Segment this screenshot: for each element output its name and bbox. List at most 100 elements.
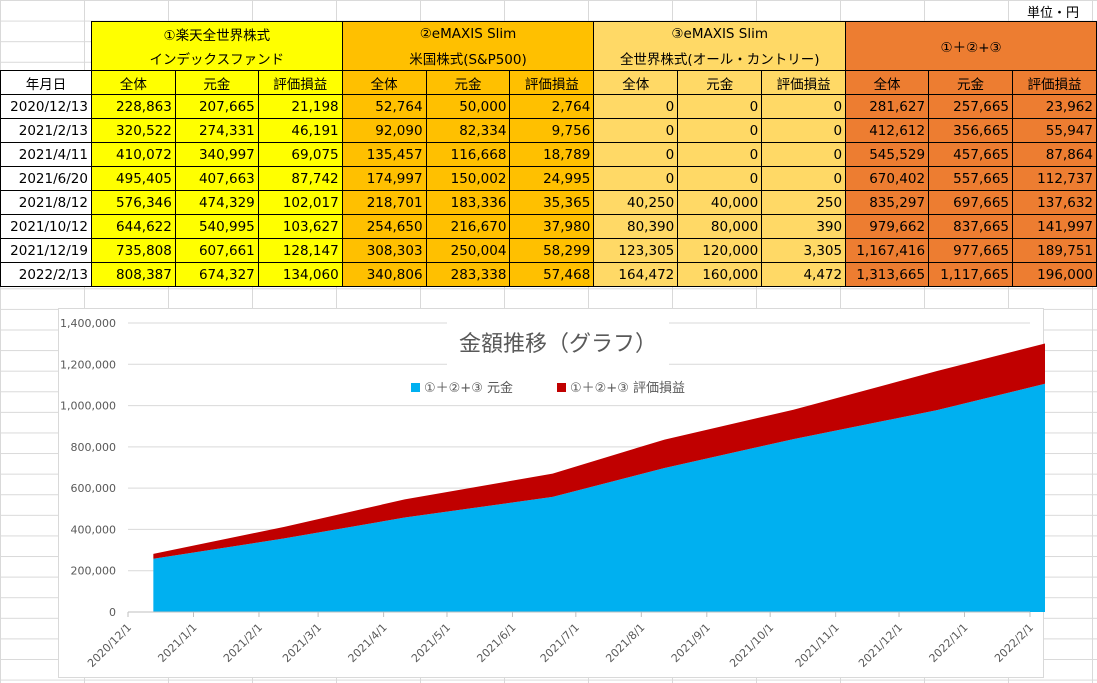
value-cell[interactable]: 40,000 xyxy=(677,190,763,215)
value-cell[interactable]: 21,198 xyxy=(257,94,343,119)
value-cell[interactable]: 87,742 xyxy=(257,166,343,191)
value-cell[interactable]: 218,701 xyxy=(341,190,427,215)
value-cell[interactable]: 254,650 xyxy=(341,214,427,239)
value-cell[interactable]: 102,017 xyxy=(257,190,343,215)
value-cell[interactable]: 557,665 xyxy=(928,166,1013,191)
value-cell[interactable]: 164,472 xyxy=(593,262,679,287)
value-cell[interactable]: 0 xyxy=(761,118,847,143)
value-cell[interactable]: 0 xyxy=(761,94,847,119)
value-cell[interactable]: 24,995 xyxy=(509,166,595,191)
value-cell[interactable]: 410,072 xyxy=(90,142,176,167)
value-cell[interactable]: 281,627 xyxy=(845,94,930,119)
value-cell[interactable]: 670,402 xyxy=(845,166,930,191)
value-cell[interactable]: 58,299 xyxy=(509,238,595,263)
value-cell[interactable]: 80,000 xyxy=(677,214,763,239)
value-cell[interactable]: 607,661 xyxy=(174,238,259,263)
value-cell[interactable]: 134,060 xyxy=(257,262,343,287)
value-cell[interactable]: 55,947 xyxy=(1012,118,1097,143)
value-cell[interactable]: 87,864 xyxy=(1012,142,1097,167)
value-cell[interactable]: 808,387 xyxy=(90,262,176,287)
value-cell[interactable]: 160,000 xyxy=(677,262,763,287)
value-cell[interactable]: 0 xyxy=(593,142,679,167)
value-cell[interactable]: 9,756 xyxy=(509,118,595,143)
value-cell[interactable]: 46,191 xyxy=(257,118,343,143)
value-cell[interactable]: 495,405 xyxy=(90,166,176,191)
value-cell[interactable]: 135,457 xyxy=(341,142,427,167)
value-cell[interactable]: 545,529 xyxy=(845,142,930,167)
value-cell[interactable]: 457,665 xyxy=(928,142,1013,167)
value-cell[interactable]: 540,995 xyxy=(174,214,259,239)
value-cell[interactable]: 141,997 xyxy=(1012,214,1097,239)
value-cell[interactable]: 150,002 xyxy=(425,166,511,191)
value-cell[interactable]: 3,305 xyxy=(761,238,847,263)
value-cell[interactable]: 837,665 xyxy=(928,214,1013,239)
value-cell[interactable]: 69,075 xyxy=(257,142,343,167)
date-cell[interactable]: 2020/12/13 xyxy=(0,94,92,119)
value-cell[interactable]: 835,297 xyxy=(845,190,930,215)
value-cell[interactable]: 196,000 xyxy=(1012,262,1097,287)
value-cell[interactable]: 216,670 xyxy=(425,214,511,239)
value-cell[interactable]: 92,090 xyxy=(341,118,427,143)
value-cell[interactable]: 356,665 xyxy=(928,118,1013,143)
value-cell[interactable]: 82,334 xyxy=(425,118,511,143)
value-cell[interactable]: 112,737 xyxy=(1012,166,1097,191)
date-cell[interactable]: 2021/8/12 xyxy=(0,190,92,215)
value-cell[interactable]: 183,336 xyxy=(425,190,511,215)
value-cell[interactable]: 979,662 xyxy=(845,214,930,239)
value-cell[interactable]: 0 xyxy=(593,118,679,143)
value-cell[interactable]: 0 xyxy=(677,94,763,119)
value-cell[interactable]: 80,390 xyxy=(593,214,679,239)
value-cell[interactable]: 735,808 xyxy=(90,238,176,263)
value-cell[interactable]: 57,468 xyxy=(509,262,595,287)
value-cell[interactable]: 50,000 xyxy=(425,94,511,119)
value-cell[interactable]: 37,980 xyxy=(509,214,595,239)
value-cell[interactable]: 340,997 xyxy=(174,142,259,167)
value-cell[interactable]: 174,997 xyxy=(341,166,427,191)
value-cell[interactable]: 257,665 xyxy=(928,94,1013,119)
value-cell[interactable]: 207,665 xyxy=(174,94,259,119)
value-cell[interactable]: 0 xyxy=(677,166,763,191)
value-cell[interactable]: 0 xyxy=(593,166,679,191)
value-cell[interactable]: 0 xyxy=(593,94,679,119)
value-cell[interactable]: 128,147 xyxy=(257,238,343,263)
value-cell[interactable]: 189,751 xyxy=(1012,238,1097,263)
value-cell[interactable]: 35,365 xyxy=(509,190,595,215)
value-cell[interactable]: 123,305 xyxy=(593,238,679,263)
value-cell[interactable]: 52,764 xyxy=(341,94,427,119)
value-cell[interactable]: 0 xyxy=(761,166,847,191)
value-cell[interactable]: 1,313,665 xyxy=(845,262,930,287)
value-cell[interactable]: 674,327 xyxy=(174,262,259,287)
value-cell[interactable]: 1,167,416 xyxy=(845,238,930,263)
value-cell[interactable]: 0 xyxy=(761,142,847,167)
value-cell[interactable]: 137,632 xyxy=(1012,190,1097,215)
date-cell[interactable]: 2021/2/13 xyxy=(0,118,92,143)
value-cell[interactable]: 120,000 xyxy=(677,238,763,263)
value-cell[interactable]: 116,668 xyxy=(425,142,511,167)
value-cell[interactable]: 0 xyxy=(677,142,763,167)
chart-area[interactable]: 0 200,000 400,000 600,000 800,000 1,000,000 1,… xyxy=(58,308,1056,678)
value-cell[interactable]: 103,627 xyxy=(257,214,343,239)
value-cell[interactable]: 576,346 xyxy=(90,190,176,215)
date-cell[interactable]: 2021/4/11 xyxy=(0,142,92,167)
date-cell[interactable]: 2021/12/19 xyxy=(0,238,92,263)
value-cell[interactable]: 644,622 xyxy=(90,214,176,239)
value-cell[interactable]: 18,789 xyxy=(509,142,595,167)
date-cell[interactable]: 2021/6/20 xyxy=(0,166,92,191)
value-cell[interactable]: 228,863 xyxy=(90,94,176,119)
value-cell[interactable]: 0 xyxy=(677,118,763,143)
value-cell[interactable]: 274,331 xyxy=(174,118,259,143)
value-cell[interactable]: 308,303 xyxy=(341,238,427,263)
date-cell[interactable]: 2022/2/13 xyxy=(0,262,92,287)
value-cell[interactable]: 4,472 xyxy=(761,262,847,287)
value-cell[interactable]: 40,250 xyxy=(593,190,679,215)
value-cell[interactable]: 2,764 xyxy=(509,94,595,119)
value-cell[interactable]: 977,665 xyxy=(928,238,1013,263)
value-cell[interactable]: 697,665 xyxy=(928,190,1013,215)
value-cell[interactable]: 23,962 xyxy=(1012,94,1097,119)
value-cell[interactable]: 340,806 xyxy=(341,262,427,287)
value-cell[interactable]: 283,338 xyxy=(425,262,511,287)
value-cell[interactable]: 250 xyxy=(761,190,847,215)
value-cell[interactable]: 250,004 xyxy=(425,238,511,263)
value-cell[interactable]: 474,329 xyxy=(174,190,259,215)
value-cell[interactable]: 320,522 xyxy=(90,118,176,143)
